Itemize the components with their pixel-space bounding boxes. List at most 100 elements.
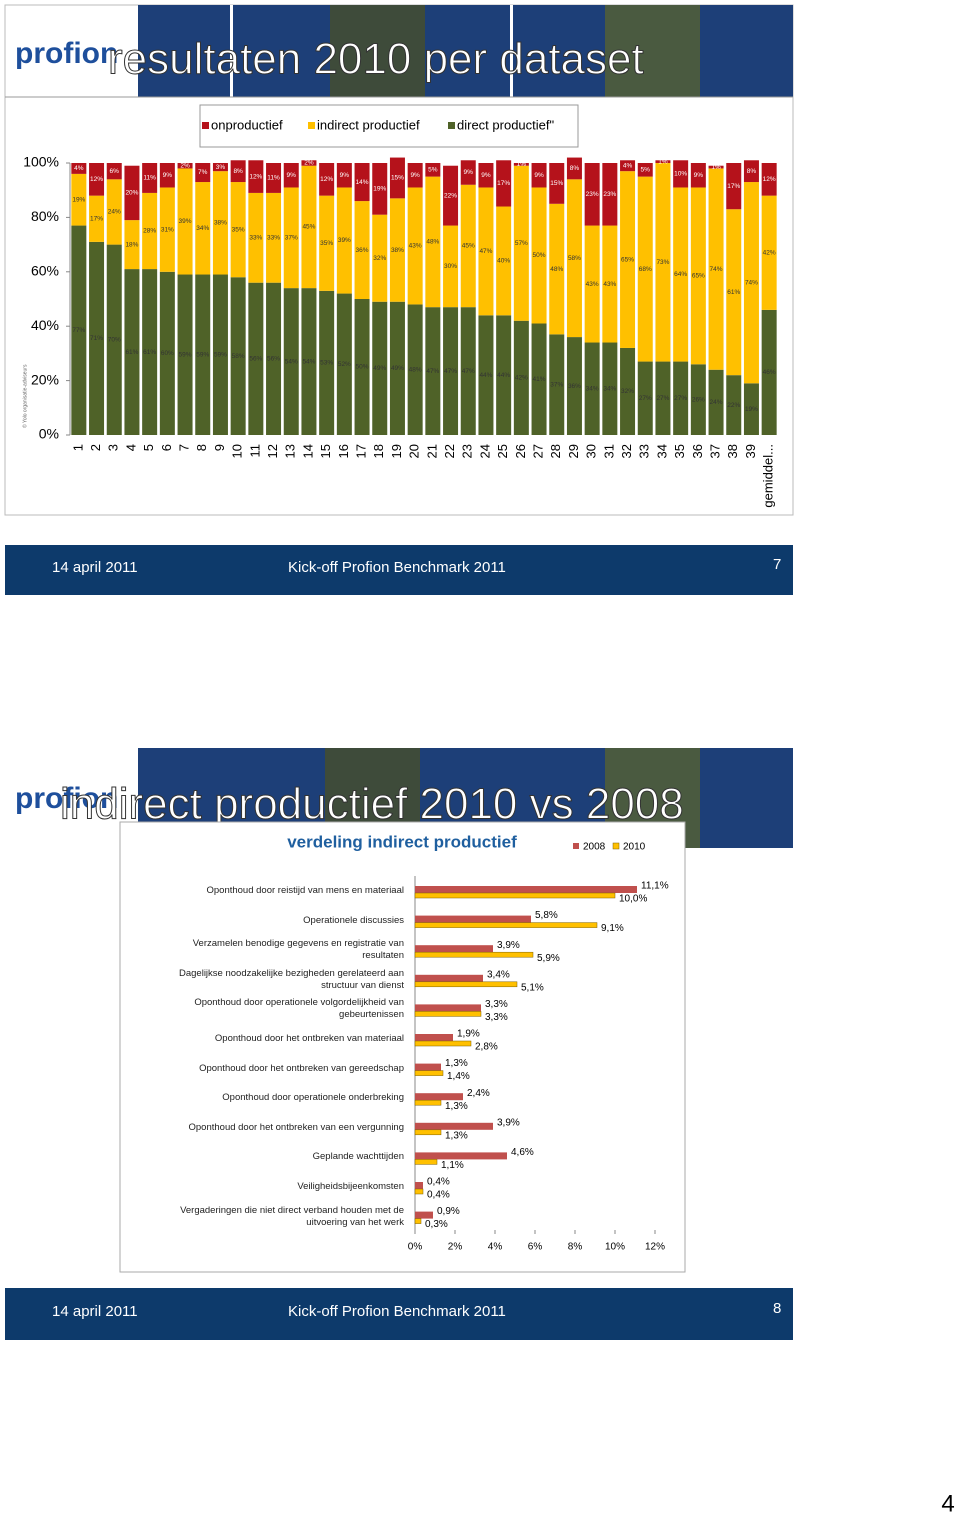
value-label: 22% bbox=[444, 192, 457, 199]
value-label: 14% bbox=[356, 179, 369, 186]
category-label: Oponthoud door het ontbreken van materia… bbox=[214, 1033, 404, 1044]
bar-segment bbox=[301, 288, 317, 435]
value-label: 65% bbox=[621, 256, 634, 263]
bar-segment bbox=[496, 160, 512, 207]
bar bbox=[415, 945, 493, 953]
value-label: 59% bbox=[214, 351, 227, 358]
value-label: 5% bbox=[428, 167, 438, 174]
value-label: 9% bbox=[340, 172, 350, 179]
x-tick-label: 6 bbox=[159, 444, 174, 451]
x-tick-label: 15 bbox=[318, 444, 333, 458]
x-tick-label: 26 bbox=[513, 444, 528, 458]
x-tick-label: 9 bbox=[212, 444, 227, 451]
value-label: 33% bbox=[267, 235, 280, 242]
value-label: 1% bbox=[658, 158, 668, 165]
bar-segment bbox=[496, 315, 512, 435]
value-label: 74% bbox=[710, 266, 723, 273]
x-tick-label: 25 bbox=[495, 444, 510, 458]
bar bbox=[415, 1152, 507, 1160]
bar bbox=[414, 1159, 438, 1165]
value-label: 36% bbox=[568, 383, 581, 390]
category-label: Veiligheidsbijeenkomsten bbox=[297, 1181, 404, 1192]
value-label: 4% bbox=[74, 165, 84, 172]
value-label: 9,1% bbox=[601, 923, 624, 934]
value-label: 15% bbox=[550, 180, 563, 187]
x-tick-label: 4 bbox=[123, 444, 138, 451]
x-tick-label: 37 bbox=[707, 444, 722, 458]
value-label: 4% bbox=[623, 162, 633, 169]
value-label: 71% bbox=[90, 335, 103, 342]
bar-segment bbox=[124, 165, 140, 221]
chart-title: verdeling indirect productief bbox=[287, 832, 517, 851]
bar-segment bbox=[283, 288, 299, 435]
y-tick-label: 80% bbox=[31, 208, 59, 224]
logo: profion bbox=[15, 37, 118, 70]
bar-segment bbox=[443, 225, 459, 308]
x-tick-label: 24 bbox=[477, 444, 492, 458]
value-label: 34% bbox=[196, 225, 209, 232]
bar-segment bbox=[71, 173, 87, 226]
x-tick-label: 7 bbox=[176, 444, 191, 451]
category-label: Vergaderingen die niet direct verband ho… bbox=[180, 1204, 404, 1228]
bar-segment bbox=[106, 163, 122, 180]
value-label: 0,3% bbox=[425, 1219, 448, 1230]
bar-segment bbox=[637, 361, 653, 435]
bar-segment bbox=[513, 320, 529, 435]
bar-segment bbox=[584, 163, 600, 226]
bar bbox=[414, 951, 534, 958]
bar bbox=[415, 1122, 493, 1130]
legend-swatch bbox=[612, 842, 620, 850]
header-photo bbox=[330, 5, 425, 97]
bar bbox=[415, 915, 531, 923]
x-tick-label: 4% bbox=[488, 1242, 503, 1253]
x-tick-label: 12% bbox=[645, 1242, 665, 1253]
x-tick-label: 29 bbox=[566, 444, 581, 458]
value-label: 48% bbox=[426, 239, 439, 246]
bar bbox=[415, 1211, 433, 1219]
bar bbox=[415, 974, 483, 982]
value-label: 54% bbox=[302, 358, 315, 365]
bar-segment bbox=[460, 184, 476, 308]
value-label: 12% bbox=[90, 176, 103, 183]
bar-segment bbox=[690, 187, 706, 365]
value-label: 0,9% bbox=[437, 1206, 460, 1217]
value-label: 27% bbox=[674, 395, 687, 402]
bar-segment bbox=[743, 182, 759, 384]
bar-segment bbox=[566, 157, 582, 180]
legend-swatch bbox=[308, 122, 315, 129]
bar-segment bbox=[602, 342, 618, 435]
bar-segment bbox=[89, 241, 105, 435]
value-label: 1% bbox=[517, 161, 527, 168]
value-label: 41% bbox=[533, 376, 546, 383]
bar-segment bbox=[283, 187, 299, 289]
value-label: 58% bbox=[568, 255, 581, 262]
category-label: Oponthoud door het ontbreken van een ver… bbox=[188, 1121, 405, 1133]
y-tick-label: 60% bbox=[31, 263, 59, 279]
bar-segment bbox=[319, 163, 335, 196]
bar bbox=[414, 1011, 482, 1017]
value-label: 1,3% bbox=[445, 1130, 468, 1141]
bar-segment bbox=[584, 225, 600, 343]
x-tick-label: gemiddel... bbox=[761, 444, 776, 508]
value-label: 52% bbox=[338, 361, 351, 368]
bar-segment bbox=[124, 269, 140, 435]
bar-segment bbox=[142, 192, 158, 270]
value-label: 8% bbox=[233, 168, 243, 175]
y-tick-label: 20% bbox=[31, 371, 59, 387]
bar-segment bbox=[460, 307, 476, 435]
bar-segment bbox=[372, 301, 388, 435]
value-label: 1,9% bbox=[457, 1029, 480, 1040]
value-label: 39% bbox=[179, 218, 192, 225]
bar-segment bbox=[673, 187, 689, 362]
x-tick-label: 18 bbox=[371, 444, 386, 458]
value-label: 57% bbox=[515, 240, 528, 247]
page-number: 4 bbox=[941, 1490, 954, 1515]
bar-segment bbox=[71, 225, 87, 435]
bar-segment bbox=[531, 323, 547, 435]
bar-segment bbox=[212, 163, 228, 172]
value-label: 23% bbox=[586, 191, 599, 198]
bar-segment bbox=[620, 160, 636, 172]
bar-segment bbox=[177, 163, 193, 169]
value-label: 44% bbox=[497, 372, 510, 379]
